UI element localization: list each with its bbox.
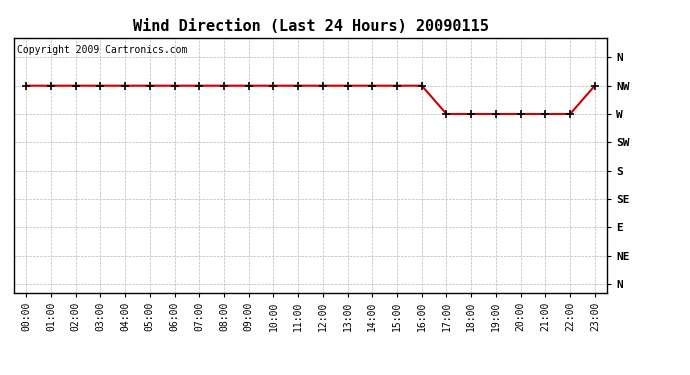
Text: Copyright 2009 Cartronics.com: Copyright 2009 Cartronics.com [17,45,187,55]
Title: Wind Direction (Last 24 Hours) 20090115: Wind Direction (Last 24 Hours) 20090115 [132,18,489,33]
